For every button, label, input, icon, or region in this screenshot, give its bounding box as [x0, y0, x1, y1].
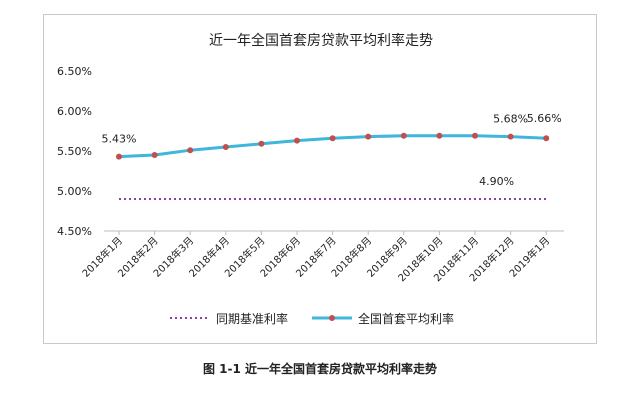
data-point: [222, 144, 229, 150]
data-label: 4.90%: [479, 175, 514, 188]
data-label: 5.68%: [493, 113, 528, 126]
data-point: [258, 140, 265, 147]
y-tick-label: 4.50%: [57, 225, 92, 238]
data-point: [116, 153, 122, 160]
data-point: [436, 132, 443, 139]
annotations: 5.43% 5.68%5.66% 4.90%: [102, 112, 562, 188]
data-point: [151, 152, 158, 158]
data-point: [543, 135, 550, 142]
data-point: [294, 137, 300, 144]
legend-marker-average: [329, 315, 335, 321]
chart-title: 近一年全国首套房贷款平均利率走势: [209, 32, 433, 49]
data-point: [400, 132, 407, 139]
plot-area: [116, 132, 550, 200]
y-axis: 4.50% 5.00% 5.50% 6.00% 6.50%: [57, 65, 92, 238]
data-point: [507, 133, 514, 140]
y-tick-label: 5.00%: [57, 185, 92, 198]
data-label: 5.66%: [527, 112, 562, 125]
legend: 同期基准利率 全国首套平均利率: [170, 311, 454, 326]
figure-caption: 图 1-1 近一年全国首套房贷款平均利率走势: [202, 362, 438, 376]
data-point: [365, 133, 372, 140]
legend-label-benchmark: 同期基准利率: [216, 311, 288, 326]
data-label: 5.43%: [102, 133, 137, 146]
chart-frame: 近一年全国首套房贷款平均利率走势 4.50% 5.00% 5.50% 6.00% 6.5…: [43, 14, 597, 344]
y-tick-label: 5.50%: [57, 145, 92, 158]
legend-label-average: 全国首套平均利率: [358, 311, 454, 326]
y-tick-label: 6.50%: [57, 65, 92, 78]
x-axis: 2018年1月2018年2月2018年3月2018年4月2018年5月2018年…: [79, 231, 552, 284]
y-tick-label: 6.00%: [57, 105, 92, 118]
data-point: [472, 132, 478, 139]
data-point: [329, 135, 336, 142]
line-chart: 近一年全国首套房贷款平均利率走势 4.50% 5.00% 5.50% 6.00% 6.5…: [57, 32, 564, 326]
data-point: [187, 147, 194, 154]
